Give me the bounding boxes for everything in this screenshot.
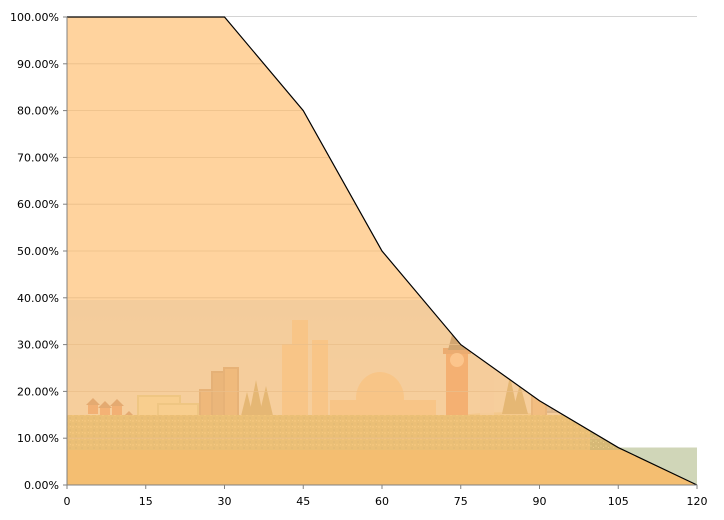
x-tick-label: 15 (139, 495, 153, 508)
x-tick-label: 0 (64, 495, 71, 508)
y-axis-ticks: 0.00% 10.00% 20.00% 30.00% 40.00% 50.00% 60.00… (10, 11, 67, 492)
x-tick-label: 30 (218, 495, 232, 508)
x-tick-label: 105 (608, 495, 629, 508)
y-tick-label: 100.00% (10, 11, 59, 24)
x-tick-label: 45 (296, 495, 310, 508)
x-tick-label: 60 (375, 495, 389, 508)
y-tick-label: 50.00% (17, 245, 59, 258)
y-tick-label: 80.00% (17, 105, 59, 118)
y-tick-label: 20.00% (17, 385, 59, 398)
area-series-line (67, 16, 698, 486)
y-tick-label: 70.00% (17, 151, 59, 164)
y-tick-label: 60.00% (17, 198, 59, 211)
y-tick-label: 0.00% (24, 479, 59, 492)
x-tick-label: 90 (533, 495, 547, 508)
y-tick-label: 90.00% (17, 58, 59, 71)
y-tick-label: 30.00% (17, 339, 59, 352)
x-tick-label: 75 (454, 495, 468, 508)
x-axis-ticks: 0 15 30 45 60 75 90 105 120 (64, 485, 708, 508)
y-tick-label: 40.00% (17, 292, 59, 305)
y-tick-label: 10.00% (17, 432, 59, 445)
x-tick-label: 120 (687, 495, 708, 508)
